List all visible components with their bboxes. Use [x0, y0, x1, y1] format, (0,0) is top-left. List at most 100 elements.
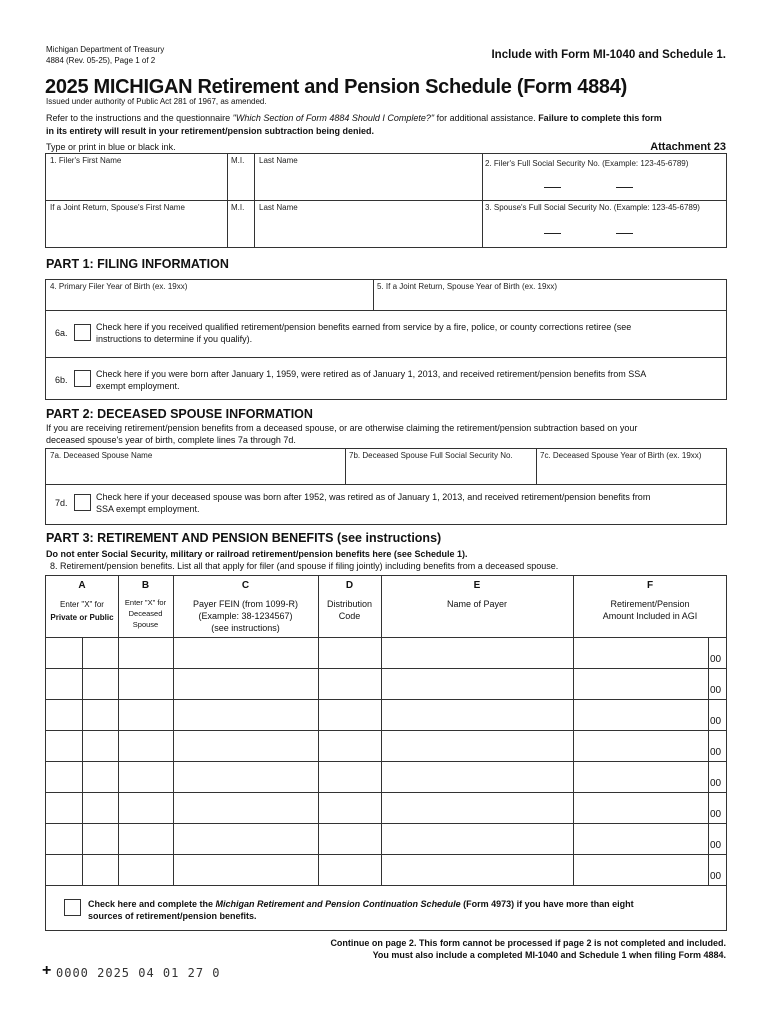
payer-fein-input[interactable]: [176, 764, 315, 789]
public-input[interactable]: [85, 733, 115, 758]
cents-label: 00: [710, 840, 722, 851]
payer-name-input[interactable]: [384, 733, 570, 758]
private-input[interactable]: [49, 640, 79, 665]
line6b-checkbox[interactable]: [74, 370, 91, 387]
deceased-spouse-input[interactable]: [121, 702, 170, 727]
public-input[interactable]: [85, 640, 115, 665]
private-input[interactable]: [49, 733, 79, 758]
payer-fein-input[interactable]: [176, 857, 315, 882]
spouse-ssn-input[interactable]: [486, 216, 724, 244]
form-scan-code: 0000 2025 04 01 27 0: [56, 966, 221, 980]
deceased-spouse-input[interactable]: [121, 764, 170, 789]
spouse-birth-year-input[interactable]: [377, 293, 722, 308]
part2-box: [45, 448, 727, 525]
distribution-code-input[interactable]: [321, 640, 378, 665]
amount-input[interactable]: [576, 795, 705, 820]
deceased-spouse-ssn-input[interactable]: [349, 463, 533, 482]
distribution-code-input[interactable]: [321, 671, 378, 696]
filer-mi-input[interactable]: [230, 172, 252, 196]
line6a-text-2: instructions to determine if you qualify…: [96, 334, 253, 344]
payer-name-input[interactable]: [384, 795, 570, 820]
deceased-spouse-input[interactable]: [121, 857, 170, 882]
cents-label: 00: [710, 685, 722, 696]
deceased-spouse-input[interactable]: [121, 640, 170, 665]
spouse-first-name-input[interactable]: [50, 218, 222, 244]
spouse-last-name-input[interactable]: [259, 218, 479, 244]
payer-name-input[interactable]: [384, 764, 570, 789]
deceased-spouse-input[interactable]: [121, 733, 170, 758]
filer-birth-year-input[interactable]: [50, 293, 368, 308]
include-note: Include with Form MI-1040 and Schedule 1…: [491, 49, 726, 61]
private-input[interactable]: [49, 764, 79, 789]
cents-label: 00: [710, 778, 722, 789]
public-input[interactable]: [85, 826, 115, 851]
payer-fein-input[interactable]: [176, 671, 315, 696]
amount-input[interactable]: [576, 764, 705, 789]
spouse-first-name-label: If a Joint Return, Spouse's First Name: [50, 203, 185, 212]
private-input[interactable]: [49, 857, 79, 882]
amount-input[interactable]: [576, 640, 705, 665]
deceased-spouse-input[interactable]: [121, 795, 170, 820]
amount-input[interactable]: [576, 702, 705, 727]
cents-label: 00: [710, 871, 722, 882]
spouse-mi-input[interactable]: [230, 218, 252, 244]
deceased-spouse-input[interactable]: [121, 826, 170, 851]
col-e-header: E Name of Payer: [446, 580, 508, 609]
filer-ssn-input[interactable]: [486, 172, 724, 196]
deceased-spouse-name-input[interactable]: [50, 463, 340, 482]
part3-heading: PART 3: RETIREMENT AND PENSION BENEFITS …: [46, 531, 442, 545]
payer-fein-input[interactable]: [176, 733, 315, 758]
payer-name-input[interactable]: [384, 640, 570, 665]
amount-input[interactable]: [576, 733, 705, 758]
filer-first-name-label: 1. Filer's First Name: [50, 156, 122, 165]
part3-warning: Do not enter Social Security, military o…: [46, 549, 468, 559]
spouse-last-name-label: Last Name: [259, 203, 298, 212]
public-input[interactable]: [85, 857, 115, 882]
payer-fein-input[interactable]: [176, 826, 315, 851]
col-b-header: B Enter "X" for Deceased Spouse: [124, 580, 167, 629]
private-input[interactable]: [49, 826, 79, 851]
public-input[interactable]: [85, 795, 115, 820]
line6a-checkbox[interactable]: [74, 324, 91, 341]
private-input[interactable]: [49, 795, 79, 820]
public-input[interactable]: [85, 764, 115, 789]
private-input[interactable]: [49, 702, 79, 727]
distribution-code-input[interactable]: [321, 764, 378, 789]
continuation-checkbox[interactable]: [64, 899, 81, 916]
line6a-label: 6a.: [55, 328, 68, 338]
cents-label: 00: [710, 716, 722, 727]
line6b-label: 6b.: [55, 375, 68, 385]
distribution-code-input[interactable]: [321, 857, 378, 882]
deceased-spouse-input[interactable]: [121, 671, 170, 696]
payer-name-input[interactable]: [384, 857, 570, 882]
amount-input[interactable]: [576, 671, 705, 696]
public-input[interactable]: [85, 702, 115, 727]
amount-input[interactable]: [576, 826, 705, 851]
deceased-spouse-birth-year-input[interactable]: [540, 463, 724, 482]
line7d-text-2: SSA exempt employment.: [96, 504, 200, 514]
line7d-checkbox[interactable]: [74, 494, 91, 511]
private-input[interactable]: [49, 671, 79, 696]
distribution-code-input[interactable]: [321, 795, 378, 820]
filer-last-name-input[interactable]: [259, 172, 479, 196]
payer-name-input[interactable]: [384, 826, 570, 851]
distribution-code-input[interactable]: [321, 702, 378, 727]
payer-fein-input[interactable]: [176, 702, 315, 727]
distribution-code-input[interactable]: [321, 733, 378, 758]
cents-label: 00: [710, 809, 722, 820]
payer-fein-input[interactable]: [176, 640, 315, 665]
line8-text: 8. Retirement/pension benefits. List all…: [50, 561, 559, 571]
line7b-label: 7b. Deceased Spouse Full Social Security…: [349, 451, 513, 460]
continuation-text-1: Check here and complete the Michigan Ret…: [88, 899, 634, 909]
payer-fein-input[interactable]: [176, 795, 315, 820]
part2-intro-1: If you are receiving retirement/pension …: [46, 423, 638, 433]
distribution-code-input[interactable]: [321, 826, 378, 851]
amount-input[interactable]: [576, 857, 705, 882]
payer-name-input[interactable]: [384, 671, 570, 696]
public-input[interactable]: [85, 671, 115, 696]
spouse-mi-label: M.I.: [231, 203, 245, 212]
spouse-ssn-label: 3. Spouse's Full Social Security No. (Ex…: [485, 203, 700, 212]
line6a-text-1: Check here if you received qualified ret…: [96, 322, 632, 332]
filer-first-name-input[interactable]: [50, 172, 222, 196]
payer-name-input[interactable]: [384, 702, 570, 727]
